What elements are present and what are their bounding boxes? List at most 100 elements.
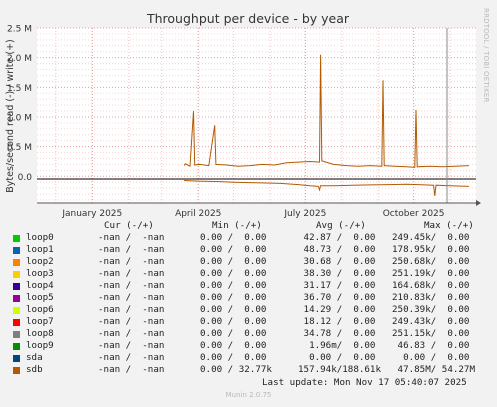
- y-tick-label: 0.0: [18, 173, 33, 183]
- legend-row-loop7: loop7 -nan / -nan 0.00 / 0.00 18.12 / 0.00…: [0, 316, 497, 328]
- legend-swatch: [13, 331, 20, 338]
- legend-min: 0.00 / 0.00: [200, 256, 267, 267]
- legend-cur: -nan / -nan: [98, 232, 165, 243]
- legend-swatch: [13, 355, 20, 362]
- series-layer: [183, 54, 469, 196]
- legend-cur: -nan / -nan: [98, 268, 165, 279]
- y-tick-label: 2.5 M: [7, 25, 32, 35]
- legend-max: 251.19k/ 0.00: [392, 268, 470, 279]
- legend-swatch: [13, 343, 20, 350]
- x-tick-label: January 2025: [61, 209, 122, 219]
- legend-name: loop3: [26, 268, 54, 279]
- legend-name: loop1: [26, 244, 54, 255]
- legend-min: 0.00 / 0.00: [200, 352, 267, 363]
- legend-min: 0.00 / 0.00: [200, 292, 267, 303]
- legend-row-loop6: loop6 -nan / -nan 0.00 / 0.00 14.29 / 0.00…: [0, 304, 497, 316]
- legend-avg: 42.87 / 0.00: [298, 232, 376, 243]
- legend-avg: 157.94k/188.61k: [298, 364, 381, 375]
- legend-cur: -nan / -nan: [98, 316, 165, 327]
- legend-header-min: Min (-/+): [212, 220, 262, 231]
- legend-header-max: Max (-/+): [424, 220, 474, 231]
- legend-max: 47.85M/ 54.27M: [392, 364, 475, 375]
- legend-row-loop0: loop0 -nan / -nan 0.00 / 0.00 42.87 / 0.00…: [0, 232, 497, 244]
- legend-swatch: [13, 319, 20, 326]
- x-tick-label: October 2025: [383, 209, 445, 219]
- legend-name: loop6: [26, 304, 54, 315]
- y-tick-labels: 0.0 0.5 M 1.0 M 1.5 M 2.0 M 2.5 M: [7, 25, 32, 183]
- last-update: Last update: Mon Nov 17 05:40:07 2025: [262, 377, 467, 388]
- legend-min: 0.00 / 0.00: [200, 280, 267, 291]
- y-axis-label: Bytes/second read (-) / write (+): [5, 39, 16, 193]
- legend-row-loop4: loop4 -nan / -nan 0.00 / 0.00 31.17 / 0.00…: [0, 280, 497, 292]
- y-tick-label: 2.0 M: [7, 54, 32, 64]
- legend-avg: 34.78 / 0.00: [298, 328, 376, 339]
- legend-row-sdb: sdb -nan / -nan 0.00 / 32.77k 157.94k/188.6…: [0, 364, 497, 376]
- legend-max: 249.43k/ 0.00: [392, 316, 470, 327]
- legend-cur: -nan / -nan: [98, 364, 165, 375]
- legend-cur: -nan / -nan: [98, 280, 165, 291]
- legend-row-loop5: loop5 -nan / -nan 0.00 / 0.00 36.70 / 0.00…: [0, 292, 497, 304]
- x-tick-labels: January 2025 April 2025 July 2025 October 2…: [61, 209, 444, 219]
- legend-min: 0.00 / 0.00: [200, 244, 267, 255]
- series-line-sdb-write: [183, 54, 469, 168]
- legend-header-cur: Cur (-/+): [104, 220, 154, 231]
- y-tick-label: 0.5 M: [7, 143, 32, 153]
- legend-min: 0.00 / 0.00: [200, 268, 267, 279]
- legend-row-sda: sda -nan / -nan 0.00 / 0.00 0.00 / 0.00 0.…: [0, 352, 497, 364]
- legend-swatch: [13, 307, 20, 314]
- legend-avg: 1.96m/ 0.00: [298, 340, 376, 351]
- legend-cur: -nan / -nan: [98, 340, 165, 351]
- y-tick-label: 1.5 M: [7, 84, 32, 94]
- legend-min: 0.00 / 0.00: [200, 304, 267, 315]
- legend-max: 46.83 / 0.00: [392, 340, 470, 351]
- legend-avg: 36.70 / 0.00: [298, 292, 376, 303]
- legend-name: loop0: [26, 232, 54, 243]
- legend-swatch: [13, 259, 20, 266]
- legend-row-loop2: loop2 -nan / -nan 0.00 / 0.00 30.68 / 0.00…: [0, 256, 497, 268]
- munin-version: Munin 2.0.75: [225, 391, 272, 399]
- legend-row-loop1: loop1 -nan / -nan 0.00 / 0.00 48.73 / 0.00…: [0, 244, 497, 256]
- legend-min: 0.00 / 0.00: [200, 340, 267, 351]
- legend-name: sda: [26, 352, 43, 363]
- throughput-chart: Throughput per device - by year Bytes/se…: [5, 11, 481, 219]
- legend-name: loop4: [26, 280, 54, 291]
- legend-max: 164.68k/ 0.00: [392, 280, 470, 291]
- legend-header-avg: Avg (-/+): [316, 220, 366, 231]
- legend-cur: -nan / -nan: [98, 352, 165, 363]
- legend-swatch: [13, 367, 20, 374]
- legend-max: 250.39k/ 0.00: [392, 304, 470, 315]
- legend-name: loop8: [26, 328, 54, 339]
- chart-title: Throughput per device - by year: [146, 11, 350, 26]
- legend-avg: 0.00 / 0.00: [298, 352, 376, 363]
- legend-avg: 48.73 / 0.00: [298, 244, 376, 255]
- x-tick-label: July 2025: [283, 209, 326, 219]
- legend-min: 0.00 / 0.00: [200, 328, 267, 339]
- legend-cur: -nan / -nan: [98, 256, 165, 267]
- legend-min: 0.00 / 0.00: [200, 232, 267, 243]
- series-line-sdb-read: [184, 180, 469, 196]
- legend-min: 0.00 / 32.77k: [200, 364, 272, 375]
- legend-max: 210.83k/ 0.00: [392, 292, 470, 303]
- legend-cur: -nan / -nan: [98, 328, 165, 339]
- legend-avg: 31.17 / 0.00: [298, 280, 376, 291]
- legend-max: 251.15k/ 0.00: [392, 328, 470, 339]
- legend-avg: 38.30 / 0.00: [298, 268, 376, 279]
- grid: [37, 27, 476, 203]
- legend-name: loop5: [26, 292, 54, 303]
- legend-avg: 18.12 / 0.00: [298, 316, 376, 327]
- legend-min: 0.00 / 0.00: [200, 316, 267, 327]
- legend-cur: -nan / -nan: [98, 292, 165, 303]
- legend-max: 0.00 / 0.00: [392, 352, 470, 363]
- legend-swatch: [13, 295, 20, 302]
- x-axis-arrow: [476, 200, 481, 206]
- legend-avg: 14.29 / 0.00: [298, 304, 376, 315]
- legend-avg: 30.68 / 0.00: [298, 256, 376, 267]
- legend-max: 178.95k/ 0.00: [392, 244, 470, 255]
- legend-cur: -nan / -nan: [98, 244, 165, 255]
- legend-swatch: [13, 283, 20, 290]
- rrdtool-watermark: RRDTOOL / TOBI OETIKER: [482, 8, 490, 103]
- legend-name: sdb: [26, 364, 43, 375]
- legend-swatch: [13, 271, 20, 278]
- legend-name: loop9: [26, 340, 54, 351]
- legend-max: 249.45k/ 0.00: [392, 232, 470, 243]
